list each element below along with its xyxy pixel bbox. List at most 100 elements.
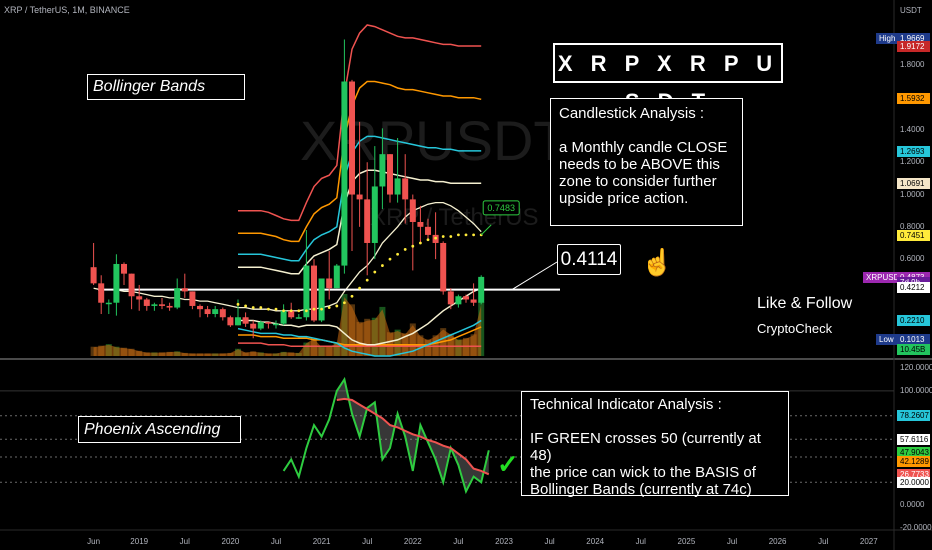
candle-body [197, 305, 203, 310]
candle-body [333, 265, 340, 289]
price-badge-label: XRPUSDT [863, 271, 908, 283]
candle-body [387, 154, 393, 195]
ma-dot [381, 264, 384, 267]
candle-body [181, 288, 188, 292]
candle-body [98, 283, 105, 303]
ma-dot [327, 306, 331, 309]
oscillator-green-line [282, 376, 490, 495]
ma-dot [320, 307, 323, 311]
chart-title-box: X R P X R P U S D T [553, 43, 783, 114]
price-badge: 1.9669 [897, 32, 930, 44]
candle-body [295, 317, 302, 319]
candle-body [349, 81, 355, 195]
candlestick-analysis-note: Candlestick Analysis : a Monthly candle … [550, 98, 743, 226]
candle-body [280, 310, 287, 324]
ma-dot [236, 302, 240, 306]
ma-dot [472, 233, 475, 237]
candle-body [341, 81, 348, 266]
ma-dot [403, 248, 407, 251]
candle-note-line: needs to be ABOVE this [559, 156, 720, 173]
price-badge: 1.5932 [897, 93, 930, 105]
candle-note-title: Candlestick Analysis : [559, 105, 705, 122]
candle-body [143, 299, 150, 306]
ma-dot [305, 309, 308, 313]
time-axis-label: Jul [544, 537, 555, 546]
ma-dot [267, 307, 270, 311]
time-axis-label: Jul [635, 537, 646, 546]
candle-body [166, 305, 173, 308]
price-axis-tick: 1.4000 [900, 124, 925, 134]
candle-body [288, 310, 295, 318]
candle-body [113, 263, 120, 303]
candle-body [257, 322, 264, 329]
oscillator-badge: 42.1289 [897, 456, 930, 468]
candle-body [356, 194, 363, 200]
lower-cyan-band [237, 319, 482, 357]
oscillator-axis-tick: -20.0000 [900, 523, 932, 532]
lower-band-line [238, 326, 482, 346]
ma-dot [289, 309, 293, 313]
candle-body [417, 221, 424, 227]
time-axis-label: 2025 [677, 537, 696, 546]
candle-body [455, 296, 462, 305]
price-badge: 0.4212 [897, 282, 930, 294]
candle-body [227, 317, 234, 326]
price-axis-unit: USDT [900, 6, 922, 15]
candle-note-line: zone to consider further [559, 173, 717, 190]
price-badge-label: Low [876, 334, 897, 346]
candle-body [463, 296, 469, 300]
price-axis-tick: 1.2000 [900, 157, 925, 167]
ma-callout-box [482, 200, 520, 216]
volume-area [93, 297, 482, 356]
time-axis-label: Jul [818, 537, 829, 546]
time-axis-label: Jul [453, 537, 464, 546]
candle-body [394, 178, 401, 195]
bollinger-bands-label: Bollinger Bands [87, 74, 245, 100]
candle-body [371, 186, 378, 243]
time-axis-label: 2021 [312, 537, 331, 546]
time-axis-label: 2026 [768, 537, 787, 546]
oscillator-badge: 26.7733 [897, 469, 930, 481]
candle-body [204, 309, 211, 315]
brand-text: CryptoCheck [757, 321, 833, 336]
price-axis-tick: 1.8000 [900, 60, 925, 70]
time-axis-label: 2024 [586, 537, 605, 546]
oscillator-axis-tick: 120.0000 [900, 363, 932, 372]
ma-dot [457, 233, 460, 237]
oscillator-badge: 47.9043 [897, 447, 930, 459]
price-badge: 0.1013 [897, 334, 930, 346]
price-badge: 10.45B [897, 344, 930, 356]
like-follow-text: Like & Follow [757, 295, 853, 312]
time-axis-label: 2019 [130, 537, 149, 546]
ma-dot [251, 306, 255, 309]
ma-dot [350, 294, 354, 298]
candle-body [151, 304, 158, 306]
time-axis-label: Jul [270, 537, 282, 546]
ma-dot [365, 278, 369, 282]
candle-body [128, 273, 135, 297]
candle-body [189, 291, 196, 306]
ma-dot [434, 236, 437, 240]
candle-note-line: a Monthly candle CLOSE [559, 139, 728, 156]
time-axis-label: Jul [179, 537, 190, 546]
candle-body [90, 267, 97, 284]
candle-body [402, 178, 409, 200]
ma-dot [373, 270, 377, 274]
candle-body [250, 323, 257, 329]
candle-body [121, 263, 127, 274]
time-axis-label: 2020 [221, 537, 240, 546]
candle-body [242, 317, 249, 324]
ma-dot [259, 306, 263, 309]
time-axis-label: Jul [726, 537, 738, 546]
candle-body [136, 296, 143, 300]
ma-callout-value: 0.7483 [487, 203, 515, 213]
symbol-title: XRP / TetherUS, 1M, BINANCE [4, 5, 130, 15]
candle-body [409, 199, 416, 222]
price-axis-tick: 0.6000 [900, 254, 925, 264]
ma-dot [464, 233, 468, 237]
time-axis-label: Jul [362, 537, 373, 546]
oscillator-axis-tick: 100.0000 [900, 385, 932, 395]
ma-dot [274, 307, 278, 311]
price-axis-tick: 0.8000 [900, 221, 925, 231]
ma-dot [358, 286, 361, 290]
